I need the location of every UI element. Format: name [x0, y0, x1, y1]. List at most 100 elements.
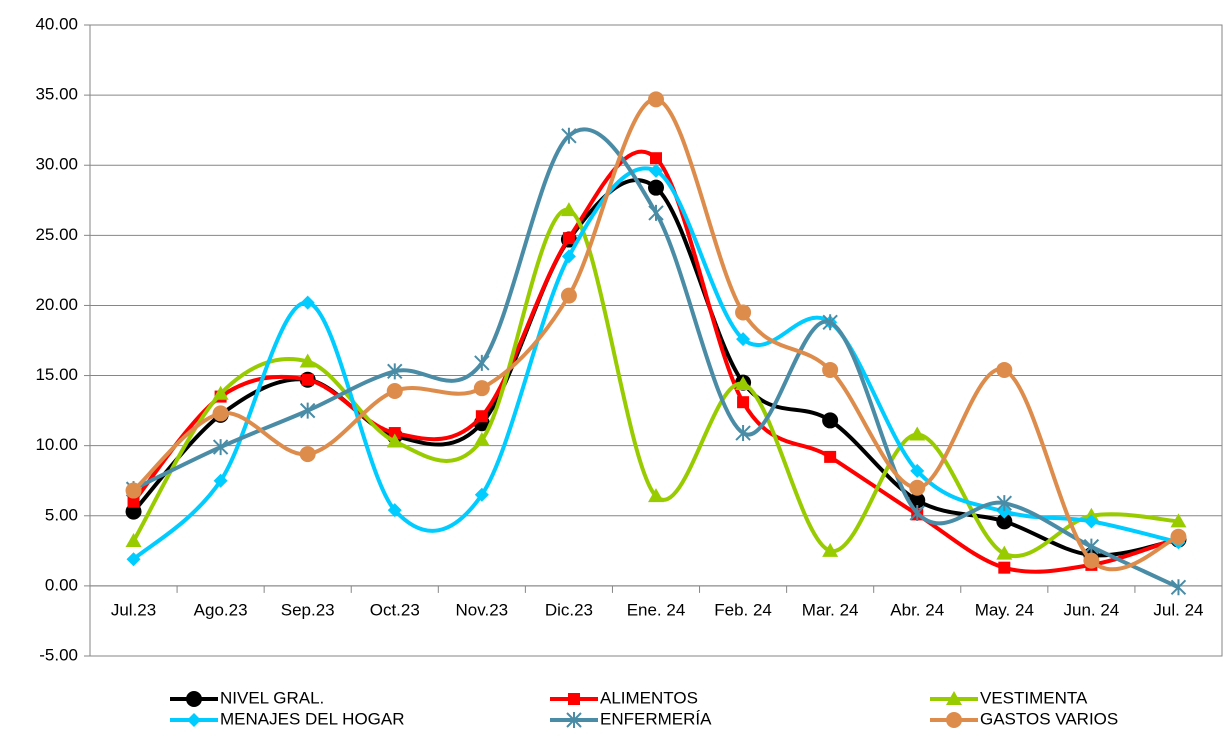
data-point [909, 426, 926, 441]
data-point [212, 385, 229, 400]
y-tick-label: 15.00 [35, 365, 78, 384]
y-tick-label: -5.00 [39, 645, 78, 664]
y-tick-label: 0.00 [45, 575, 78, 594]
x-tick-label: Jun. 24 [1064, 600, 1120, 619]
data-point [909, 479, 926, 496]
y-tick-label: 20.00 [35, 295, 78, 314]
data-point [475, 410, 488, 423]
data-point [996, 361, 1013, 378]
data-point [736, 332, 751, 347]
data-point [561, 249, 576, 264]
legend-label: MENAJES DEL HOGAR [220, 709, 405, 728]
y-tick-label: 5.00 [45, 505, 78, 524]
series-line [131, 208, 1179, 558]
data-point [737, 396, 750, 409]
data-point [125, 533, 142, 548]
data-point [561, 127, 577, 144]
data-point [735, 425, 751, 442]
data-point [1170, 579, 1187, 596]
data-point [822, 412, 839, 429]
data-point [387, 363, 403, 380]
data-point [386, 433, 403, 448]
data-point [822, 542, 839, 557]
data-point [650, 152, 662, 165]
data-point [473, 380, 490, 397]
data-point [474, 354, 490, 371]
data-point [824, 450, 837, 463]
data-point [909, 504, 925, 521]
data-point [1084, 514, 1099, 529]
data-point [562, 232, 575, 245]
data-point [1083, 538, 1100, 555]
data-point [648, 204, 664, 221]
data-point [299, 353, 316, 368]
data-point [474, 487, 489, 502]
x-tick-label: Abr. 24 [890, 600, 944, 619]
data-point [996, 545, 1013, 560]
data-point [299, 402, 316, 419]
series [125, 127, 1187, 596]
data-point [560, 202, 577, 217]
data-point [996, 495, 1013, 512]
legend-marker [566, 712, 582, 728]
y-tick-label: 10.00 [35, 435, 78, 454]
x-tick-label: Nov.23 [456, 600, 509, 619]
legend-label: NIVEL GRAL. [220, 688, 324, 707]
data-point [1170, 528, 1187, 545]
data-point [822, 314, 838, 331]
data-point [822, 361, 839, 378]
data-point [1170, 513, 1187, 528]
legend-marker [946, 712, 962, 728]
data-point [910, 463, 925, 478]
data-point [473, 432, 490, 447]
legend-marker [187, 713, 201, 727]
plot-border [89, 24, 1223, 657]
legend-label: GASTOS VARIOS [980, 709, 1118, 728]
x-tick-label: Ago.23 [194, 600, 248, 619]
data-point [212, 439, 229, 456]
x-tick-label: Dic.23 [545, 600, 593, 619]
data-point [735, 375, 752, 390]
x-tick-label: Feb. 24 [714, 600, 772, 619]
x-tick-label: Ene. 24 [627, 600, 686, 619]
data-point [299, 446, 316, 463]
y-tick-label: 25.00 [35, 225, 78, 244]
legend-label: ENFERMERÍA [600, 709, 712, 728]
data-point [388, 427, 401, 440]
data-point [300, 295, 315, 310]
data-point [648, 91, 664, 108]
data-point [560, 287, 577, 304]
series [125, 178, 1187, 564]
x-tick-label: May. 24 [975, 600, 1034, 619]
data-point [387, 503, 402, 518]
series [126, 163, 1186, 567]
data-point [1083, 552, 1100, 569]
data-point [125, 482, 142, 499]
x-tick-label: Oct.23 [370, 600, 420, 619]
data-point [212, 405, 229, 422]
data-point [386, 382, 403, 399]
data-point [648, 179, 664, 196]
legend-marker [186, 691, 202, 707]
data-point [213, 473, 228, 488]
legend-label: ALIMENTOS [600, 688, 698, 707]
series [125, 91, 1187, 572]
data-point [127, 495, 140, 508]
y-tick-label: 35.00 [35, 85, 78, 104]
legend-marker [568, 693, 580, 705]
legend-label: VESTIMENTA [980, 688, 1088, 707]
data-point [735, 304, 752, 321]
data-point [301, 373, 314, 386]
y-tick-label: 40.00 [35, 14, 78, 33]
x-tick-label: Mar. 24 [802, 600, 859, 619]
data-point [648, 488, 664, 503]
data-point [998, 561, 1011, 574]
data-point [649, 163, 663, 178]
data-point [996, 513, 1013, 530]
data-point [126, 552, 141, 567]
series-line [132, 127, 1180, 590]
data-point [909, 492, 926, 509]
x-tick-label: Jul. 24 [1153, 600, 1203, 619]
x-tick-label: Jul.23 [111, 600, 156, 619]
